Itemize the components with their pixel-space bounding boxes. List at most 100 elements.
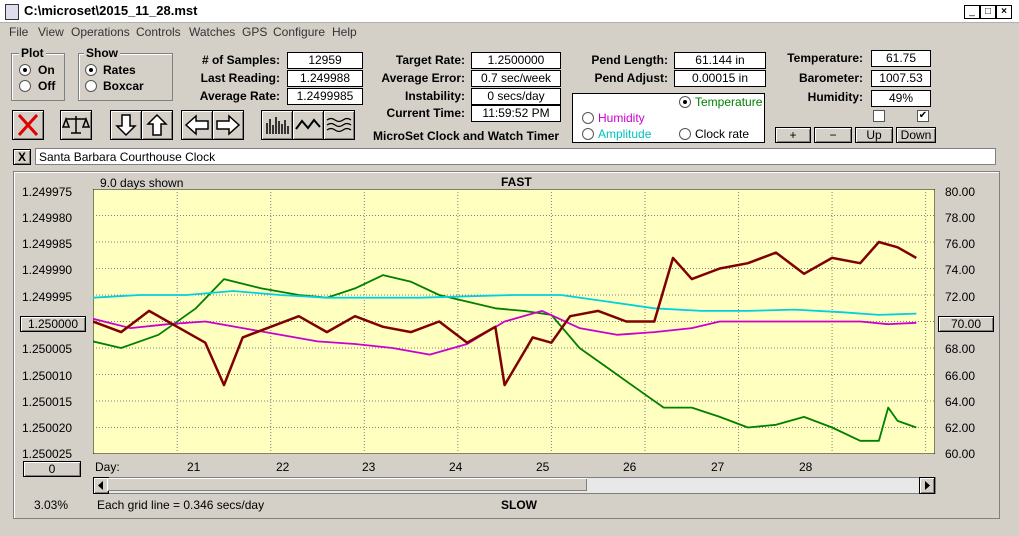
menu-operations[interactable]: Operations [71,25,130,39]
aux-up-button[interactable]: Up [855,127,893,143]
day-tick-label: 24 [449,460,463,474]
app-name-label: MicroSet Clock and Watch Timer [373,129,560,143]
right-tick-label: 62.00 [945,421,976,435]
amplitude-option-label: Amplitude [598,127,652,141]
radio-selected-icon [19,64,31,76]
pend-adjust-value[interactable]: 0.00015 in [674,70,766,87]
balance-scale-icon [61,116,91,134]
checkmark-icon: ✔ [918,110,928,121]
pend-length-label: Pend Length: [591,53,668,67]
amplitude-radio[interactable] [582,128,594,143]
scroll-right-button[interactable] [212,110,244,140]
rate-up-button[interactable] [141,110,173,140]
aux-plus-button[interactable]: + [775,127,811,143]
samples-value: 12959 [287,52,363,69]
clock-name-input[interactable]: Santa Barbara Courthouse Clock [35,148,996,165]
average-rate-label: Average Rate: [199,89,280,103]
pend-length-value: 61.144 in [674,52,766,69]
histogram-icon [266,117,289,134]
menu-bar: File View Operations Controls Watches GP… [0,23,1019,41]
right-tick-label: 60.00 [945,447,976,461]
stop-button[interactable] [12,110,44,140]
left-tick-label: 1.250010 [22,369,73,383]
show-boxcar-radio[interactable] [85,80,97,95]
temperature-value: 61.75 [871,50,931,67]
show-rates-radio[interactable] [85,64,97,79]
humidity-value: 49% [871,90,931,107]
left-tick-label: 1.249980 [22,211,73,225]
menu-view[interactable]: View [38,25,64,39]
clear-clock-name-button[interactable]: X [13,149,31,165]
temperature-label: Temperature: [787,51,863,65]
right-tick-label: 74.00 [945,263,976,277]
scrollbar-thumb[interactable] [107,478,587,491]
clock-rate-radio[interactable] [679,128,691,143]
day-tick-label: 26 [623,460,637,474]
humidity-option-label: Humidity [598,111,645,125]
temperature-radio[interactable] [679,96,691,111]
right-tick-label: 80.00 [945,185,976,199]
aux-minus-button[interactable]: − [814,127,852,143]
plot-area[interactable] [93,189,935,454]
title-bar: C:\microset\2015_11_28.mst _ □ × [0,0,1019,23]
rate-down-button[interactable] [110,110,142,140]
aux-down-button[interactable]: Down [896,127,936,143]
average-rate-value: 1.2499985 [287,88,363,105]
radio-icon [582,112,594,124]
radio-icon [19,80,31,92]
right-tick-label: 64.00 [945,395,976,409]
percent-readout: 3.03% [34,498,69,512]
day-tick-label: 28 [799,460,813,474]
left-tick-label: 1.250005 [22,342,73,356]
bottom-zero-button[interactable]: 0 [23,461,81,477]
last-reading-value: 1.249988 [287,70,363,87]
right-center-value-button[interactable]: 70.00 [938,316,994,332]
radio-icon [582,128,594,140]
left-center-value-button[interactable]: 1.250000 [20,316,86,332]
radio-selected-icon [85,64,97,76]
multi-wave-icon [326,117,352,133]
average-error-value: 0.7 sec/week [471,70,561,87]
close-button[interactable]: × [996,5,1012,19]
checkbox-2[interactable]: ✔ [917,110,929,122]
series-line-3 [93,240,917,387]
left-tick-label: 1.249975 [22,185,73,199]
series-line-1 [93,290,917,316]
menu-controls[interactable]: Controls [136,25,181,39]
plot-on-label: On [38,63,55,77]
balance-button[interactable] [60,110,92,140]
show-group-title: Show [84,46,120,60]
minimize-button[interactable]: _ [964,5,980,19]
plot-on-radio[interactable] [19,64,31,79]
chart-panel [13,171,1000,519]
menu-configure[interactable]: Configure [273,25,326,39]
temperature-option-label: Temperature [695,95,763,109]
menu-gps[interactable]: GPS [242,25,268,39]
menu-watches[interactable]: Watches [189,25,236,39]
boxcar-plot-button[interactable] [323,110,355,140]
maximize-button[interactable]: □ [980,5,996,19]
instability-label: Instability: [404,89,465,103]
checkbox-1[interactable] [873,110,885,122]
histogram-button[interactable] [261,110,293,140]
plot-group-title: Plot [19,46,46,60]
last-reading-label: Last Reading: [200,71,280,85]
pend-adjust-label: Pend Adjust: [594,71,668,85]
scroll-right-arrow[interactable] [919,477,935,494]
plot-off-radio[interactable] [19,80,31,95]
clock-rate-option-label: Clock rate [695,127,750,141]
day-tick-label: 21 [187,460,201,474]
show-group [78,53,173,101]
menu-help[interactable]: Help [332,25,357,39]
day-tick-label: 25 [536,460,550,474]
average-error-label: Average Error: [381,71,465,85]
humidity-label: Humidity: [807,90,863,104]
menu-file[interactable]: File [9,25,29,39]
line-plot-button[interactable] [292,110,324,140]
plot-off-label: Off [38,79,56,93]
current-time-label: Current Time: [386,106,465,120]
scroll-left-button[interactable] [181,110,213,140]
show-boxcar-label: Boxcar [103,79,144,93]
radio-selected-icon [679,96,691,108]
humidity-radio[interactable] [582,112,594,127]
